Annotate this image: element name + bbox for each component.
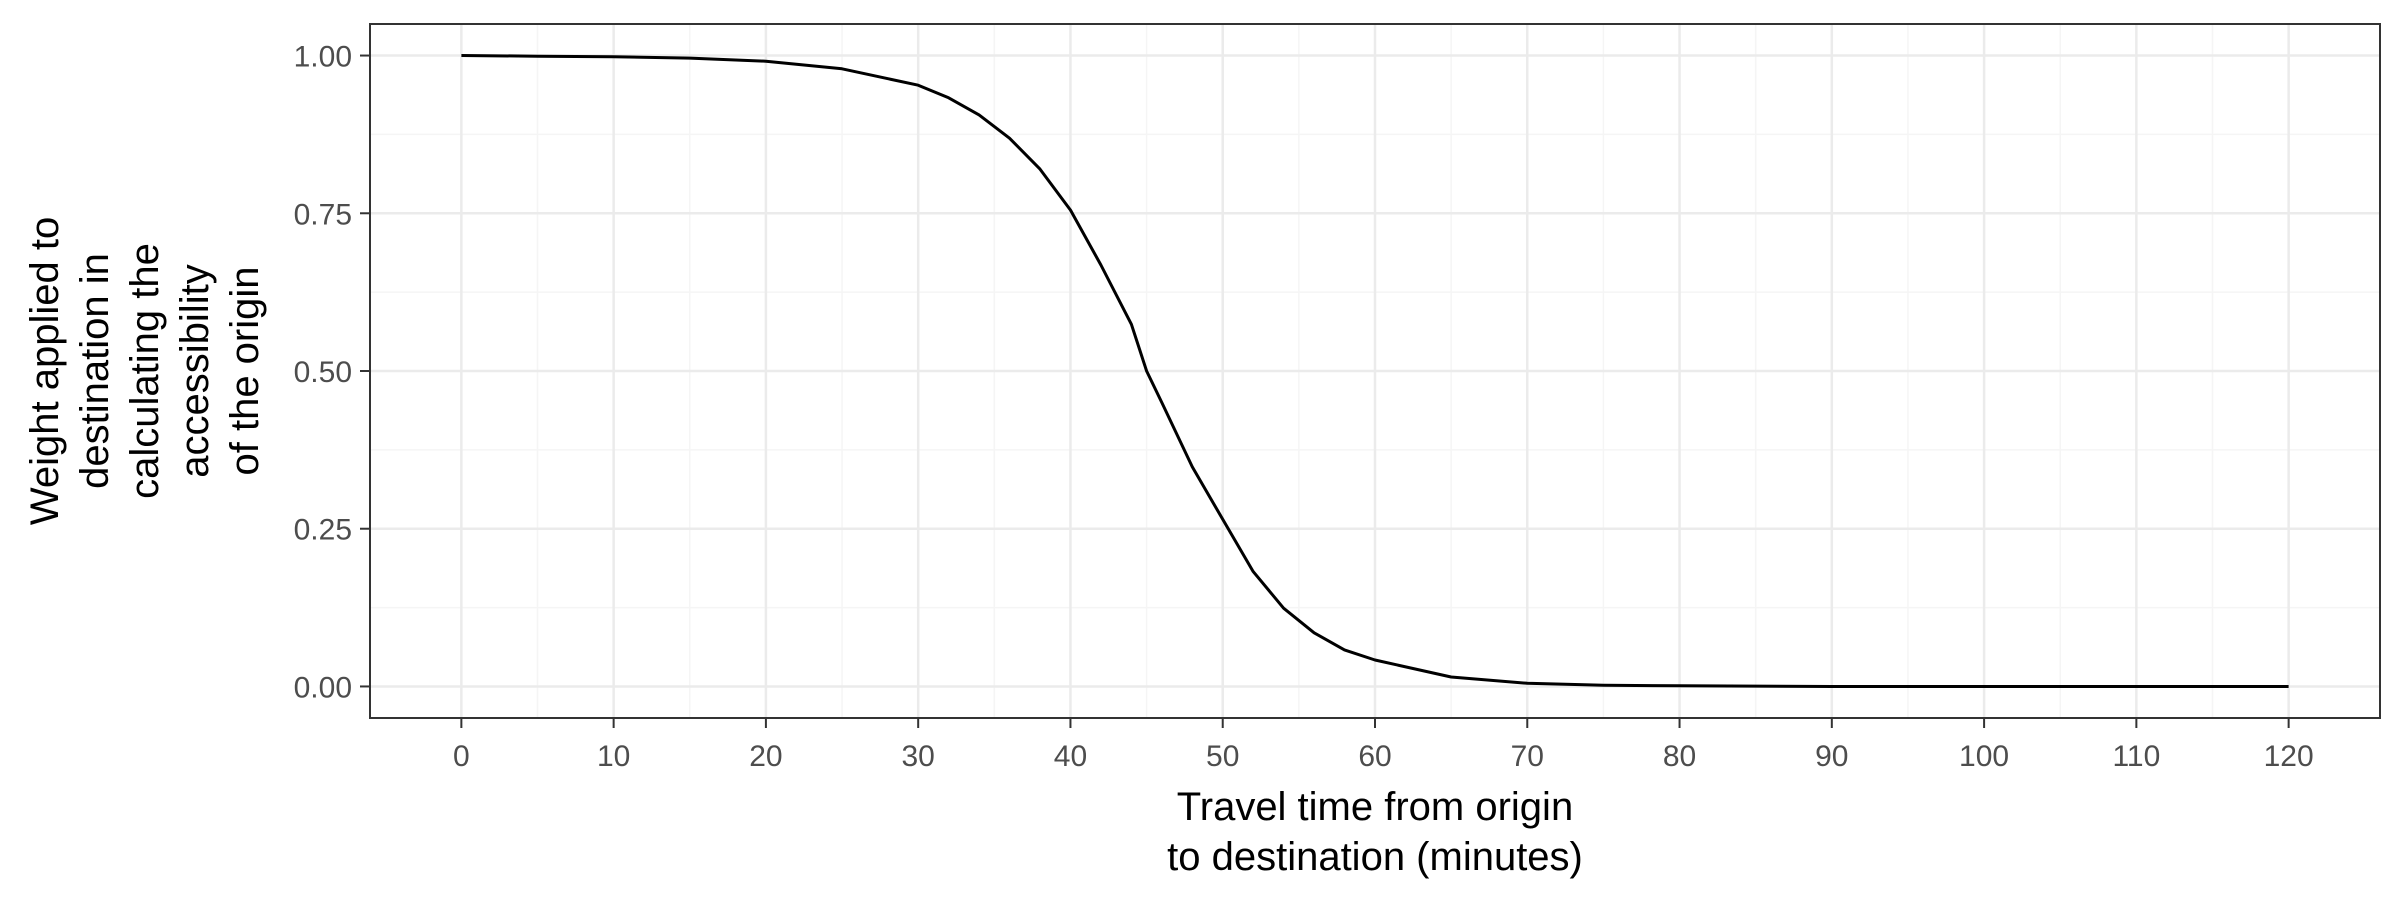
- x-tick-label: 50: [1206, 740, 1239, 773]
- major-gridlines: [370, 24, 2380, 718]
- x-axis-title-line: Travel time from origin: [1177, 785, 1573, 829]
- y-axis-title-line: Weight applied to: [23, 217, 67, 525]
- axis-titles: Travel time from origin to destination (m…: [23, 217, 1583, 879]
- tick-labels: 0 10 20 30 40 50 60 70 80 90 100 110 120 0.00 0.25 0.50…: [294, 41, 2314, 773]
- y-axis-title: Weight applied to destination in calculati…: [23, 217, 267, 525]
- x-tick-label: 110: [2112, 740, 2160, 773]
- x-tick-label: 40: [1054, 740, 1087, 773]
- y-axis-title-line: of the origin: [223, 266, 267, 475]
- x-axis-title-line: to destination (minutes): [1167, 835, 1583, 879]
- y-axis-title-line: destination in: [73, 253, 117, 489]
- y-axis-title-line: calculating the: [123, 243, 167, 499]
- x-tick-label: 30: [901, 740, 934, 773]
- x-tick-label: 10: [597, 740, 630, 773]
- series-line-0: [461, 54, 2289, 688]
- y-tick-label: 0.00: [294, 671, 352, 704]
- y-tick-label: 0.25: [294, 514, 352, 547]
- x-tick-label: 20: [749, 740, 782, 773]
- x-tick-label: 60: [1358, 740, 1391, 773]
- x-tick-label: 0: [453, 740, 470, 773]
- y-tick-label: 0.75: [294, 198, 352, 231]
- x-tick-label: 80: [1663, 740, 1696, 773]
- series-layer: [461, 54, 2289, 688]
- x-tick-label: 90: [1815, 740, 1848, 773]
- x-tick-label: 70: [1511, 740, 1544, 773]
- x-tick-label: 120: [2264, 740, 2314, 773]
- x-tick-label: 100: [1959, 740, 2009, 773]
- axis-ticks: [360, 54, 2290, 728]
- y-tick-label: 1.00: [294, 41, 352, 74]
- y-tick-label: 0.50: [294, 356, 352, 389]
- x-axis-title: Travel time from origin to destination (m…: [1167, 785, 1583, 879]
- y-axis-title-line: accessibility: [173, 264, 217, 477]
